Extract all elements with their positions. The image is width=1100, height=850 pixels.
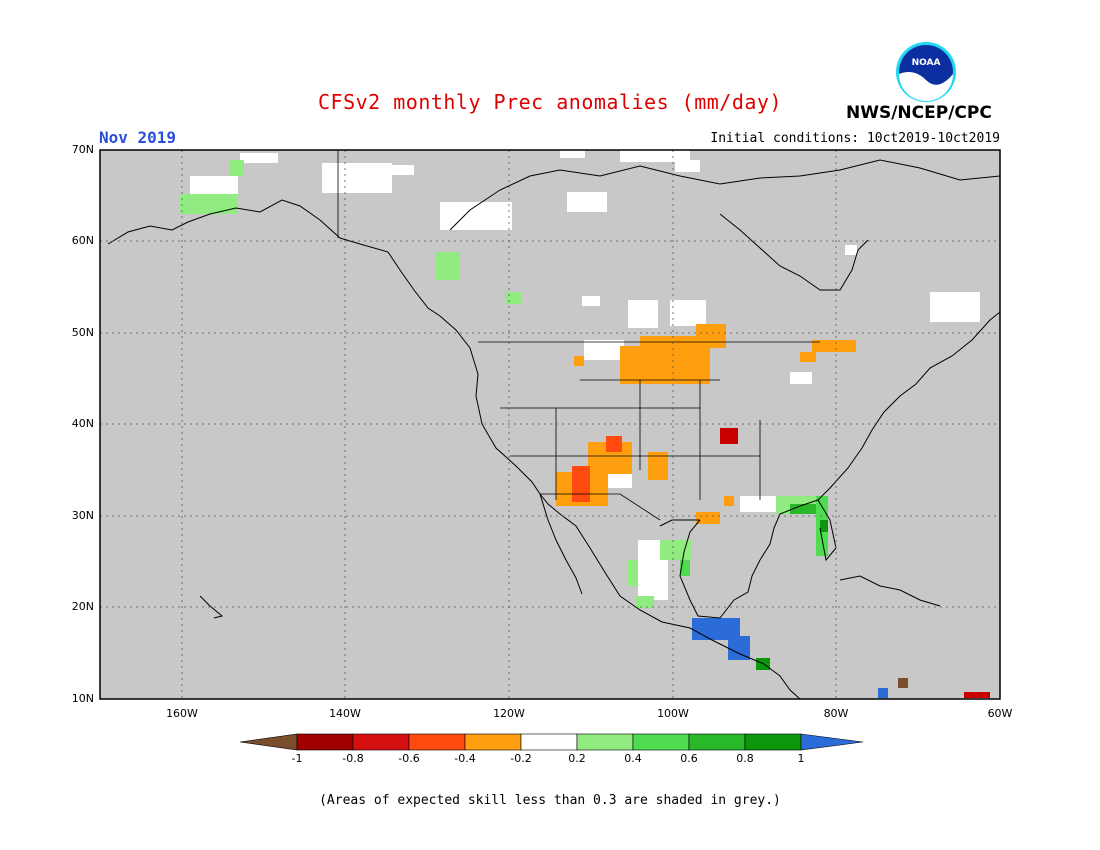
- colorbar-segment: [744, 733, 802, 751]
- anomaly-patches: [180, 150, 990, 698]
- lat-label: 50N: [71, 326, 94, 339]
- noaa-logo: NOAA: [896, 42, 956, 102]
- lat-label: 40N: [71, 417, 94, 430]
- colorbar-segment: [576, 733, 634, 751]
- colorbar-arrow-low: [239, 733, 298, 751]
- map-title: CFSv2 monthly Prec anomalies (mm/day): [317, 90, 783, 114]
- gridlines: [100, 150, 1000, 699]
- lat-label: 20N: [71, 600, 94, 613]
- forecast-month: Nov 2019: [99, 128, 177, 147]
- colorbar-tick: -0.4: [454, 752, 476, 765]
- org-label: NWS/NCEP/CPC: [846, 103, 992, 123]
- lon-label: 60W: [987, 707, 1013, 720]
- lon-label: 80W: [823, 707, 849, 720]
- map-frame: [99, 149, 1001, 700]
- colorbar-tick: 0.2: [568, 752, 586, 765]
- colorbar-segment: [520, 733, 578, 751]
- lat-label: 60N: [71, 234, 94, 247]
- colorbar-segment: [296, 733, 354, 751]
- colorbar-tick: -1: [291, 752, 303, 765]
- political-boundaries: [337, 150, 820, 521]
- colorbar-tick: 0.4: [624, 752, 642, 765]
- colorbar-tick: 0.8: [736, 752, 754, 765]
- colorbar-tick: 0.6: [680, 752, 698, 765]
- colorbar-tick: -0.2: [510, 752, 532, 765]
- colorbar-segment: [352, 733, 410, 751]
- lat-label: 10N: [71, 692, 94, 705]
- lon-label: 100W: [657, 707, 689, 720]
- map-background: [100, 150, 1000, 699]
- colorbar-segment: [688, 733, 746, 751]
- colorbar-segment: [408, 733, 466, 751]
- lat-label: 30N: [71, 509, 94, 522]
- lon-label: 160W: [166, 707, 198, 720]
- colorbar-segment: [464, 733, 522, 751]
- colorbar-tick: -0.6: [398, 752, 420, 765]
- colorbar: [239, 733, 864, 751]
- colorbar-segment: [632, 733, 690, 751]
- colorbar-tick: 1: [797, 752, 805, 765]
- colorbar-tick: -0.8: [342, 752, 364, 765]
- initial-conditions: Initial conditions: 10ct2019-10ct2019: [710, 131, 1000, 146]
- lat-label: 70N: [71, 143, 94, 156]
- colorbar-arrow-high: [800, 733, 864, 751]
- skill-footnote: (Areas of expected skill less than 0.3 a…: [319, 793, 781, 808]
- noaa-logo-text: NOAA: [912, 58, 941, 68]
- lon-label: 140W: [329, 707, 361, 720]
- lon-label: 120W: [493, 707, 525, 720]
- coastlines: [107, 159, 1001, 700]
